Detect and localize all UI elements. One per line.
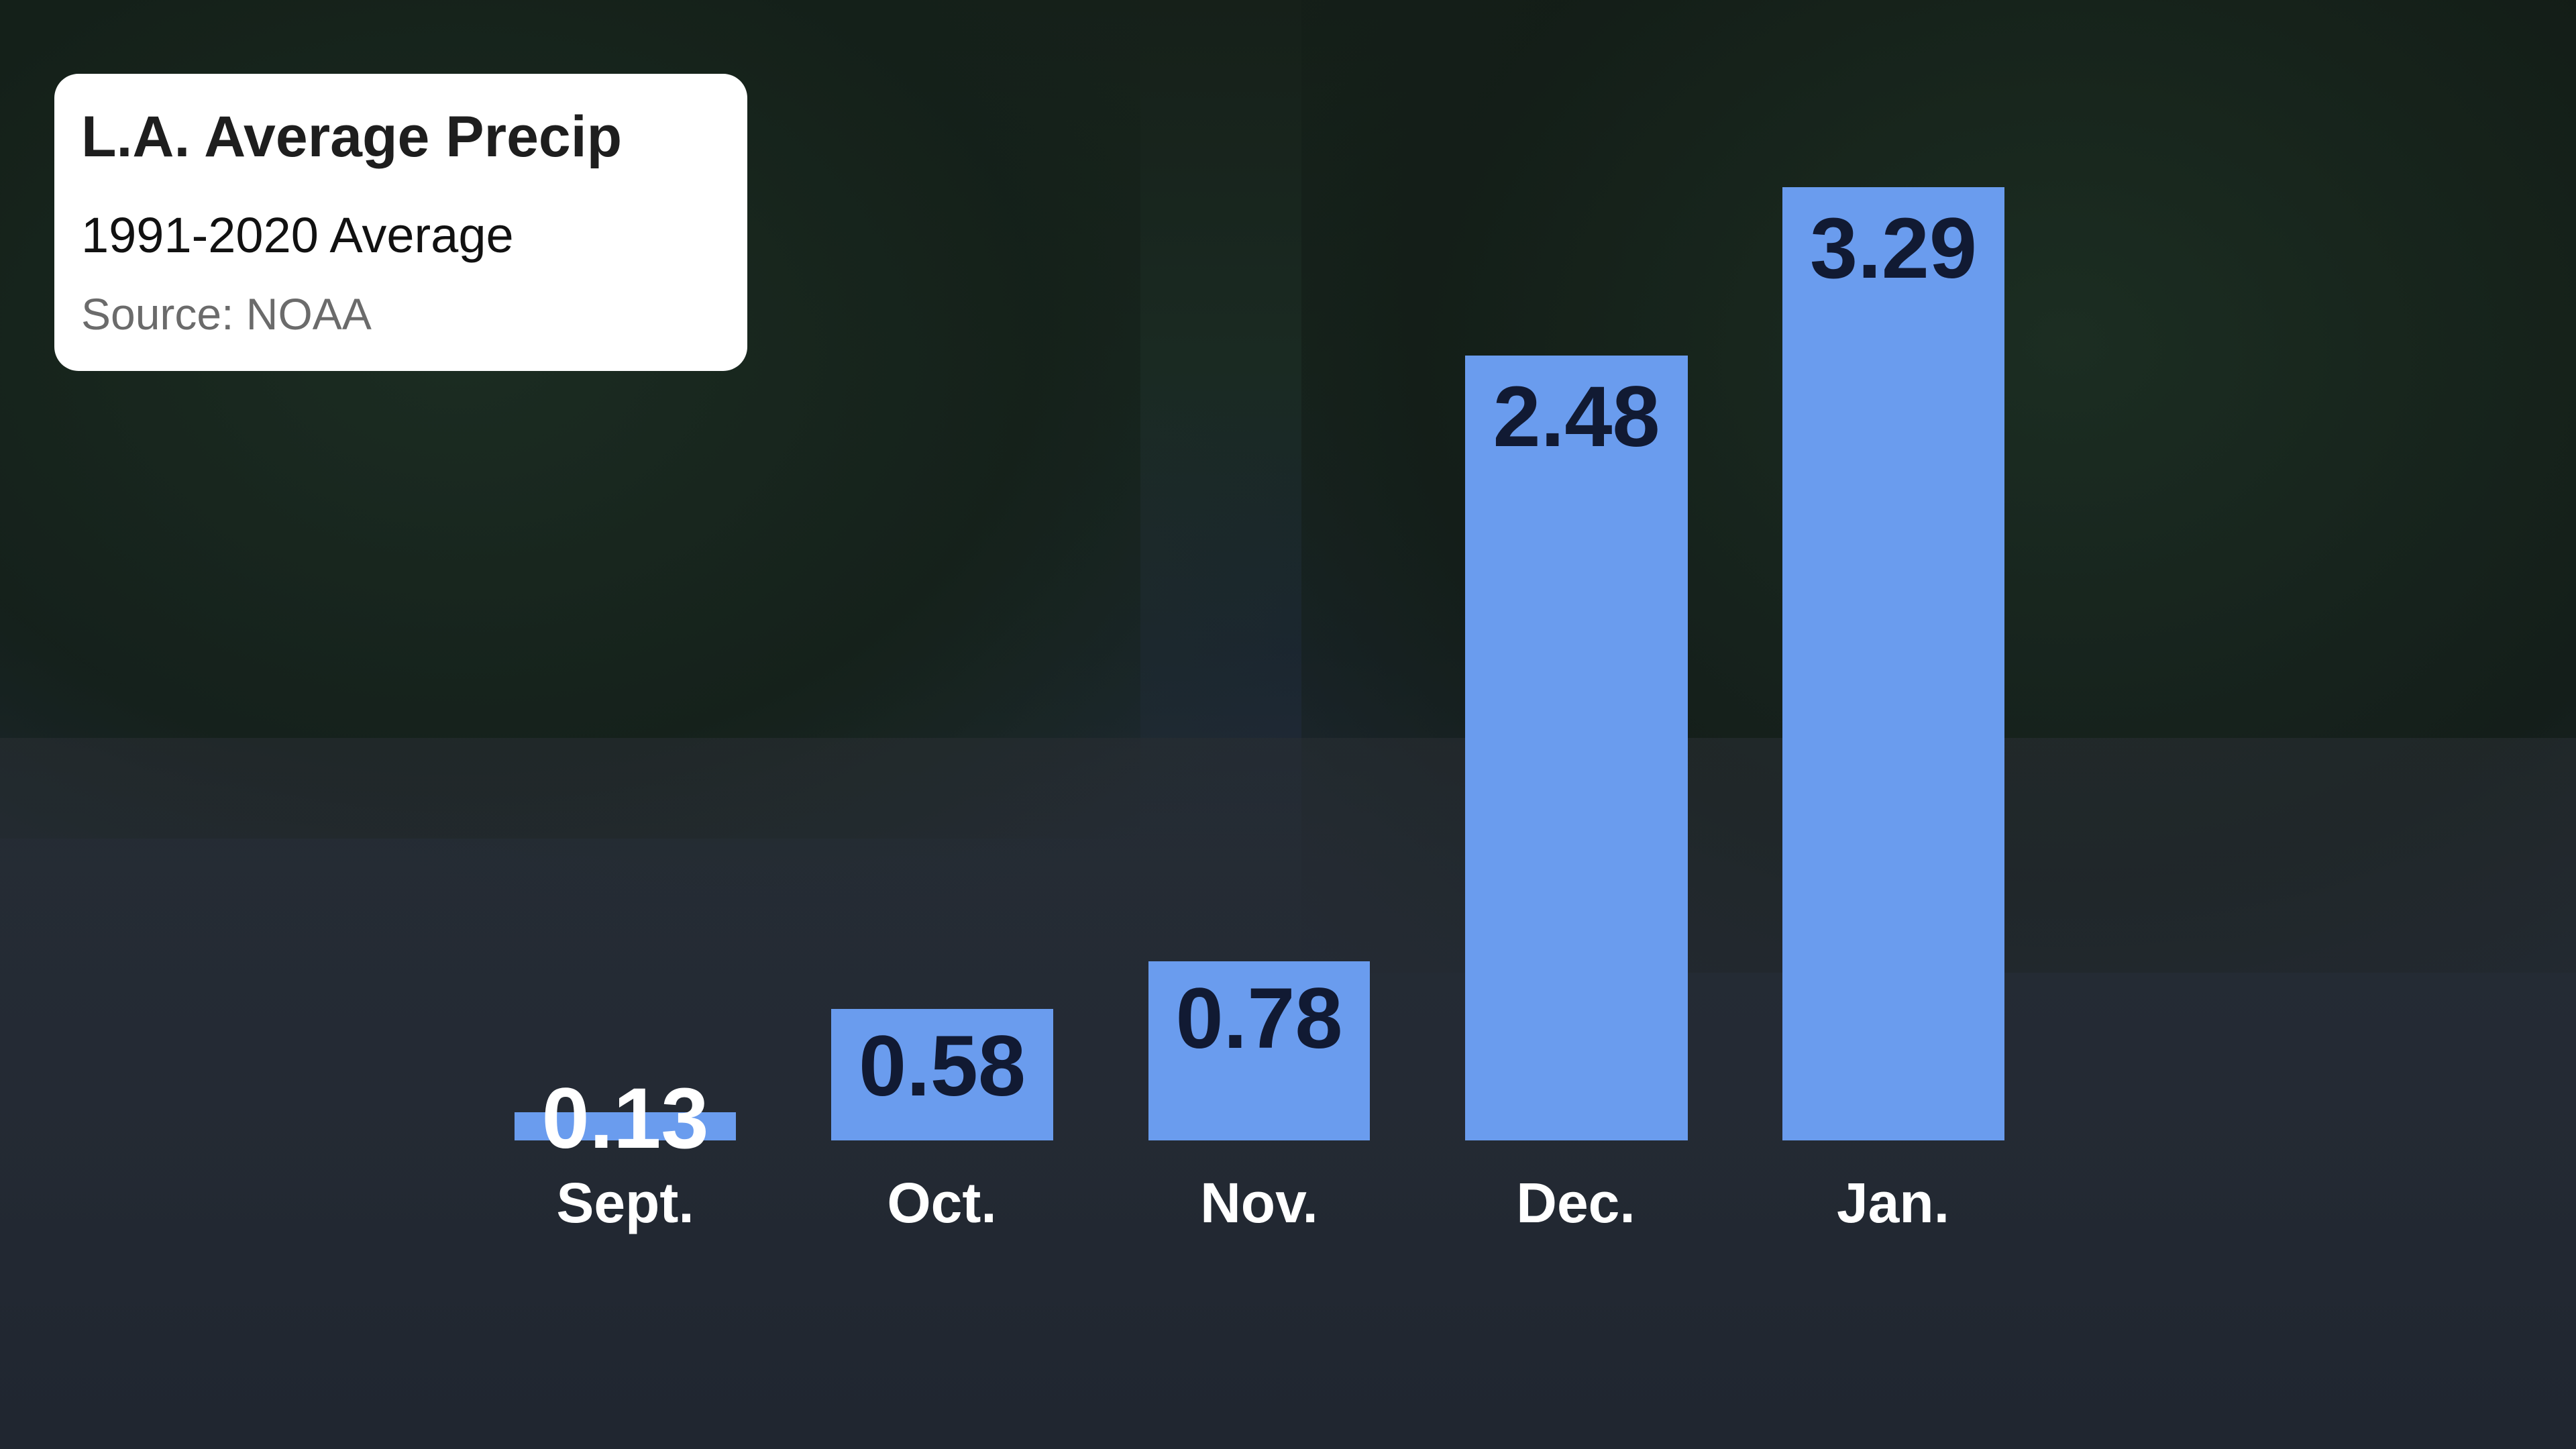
bar-value-nov: 0.78 xyxy=(1175,971,1343,1067)
bar-value-oct: 0.58 xyxy=(858,1018,1026,1114)
bar-value-dec: 2.48 xyxy=(1493,369,1660,465)
category-label-sept: Sept. xyxy=(556,1171,694,1234)
title-card: L.A. Average Precip 1991-2020 Average So… xyxy=(54,74,747,371)
bar-dec: 2.48 xyxy=(1465,356,1688,1140)
bar-value-jan: 3.29 xyxy=(1809,201,1978,297)
category-label-nov: Nov. xyxy=(1200,1171,1318,1234)
bar-oct: 0.58 xyxy=(831,1009,1053,1140)
chart-title: L.A. Average Precip xyxy=(81,105,623,169)
bar-jan: 3.29 xyxy=(1782,187,2004,1140)
chart-subtitle: 1991-2020 Average xyxy=(81,207,514,263)
category-label-dec: Dec. xyxy=(1516,1171,1635,1234)
bar-sept: 0.13 xyxy=(515,1076,736,1162)
bar-nov: 0.78 xyxy=(1148,961,1370,1140)
category-label-jan: Jan. xyxy=(1836,1171,1950,1234)
category-label-oct: Oct. xyxy=(887,1171,997,1234)
bar-value-sept: 0.13 xyxy=(541,1071,709,1167)
chart-source: Source: NOAA xyxy=(81,289,372,339)
